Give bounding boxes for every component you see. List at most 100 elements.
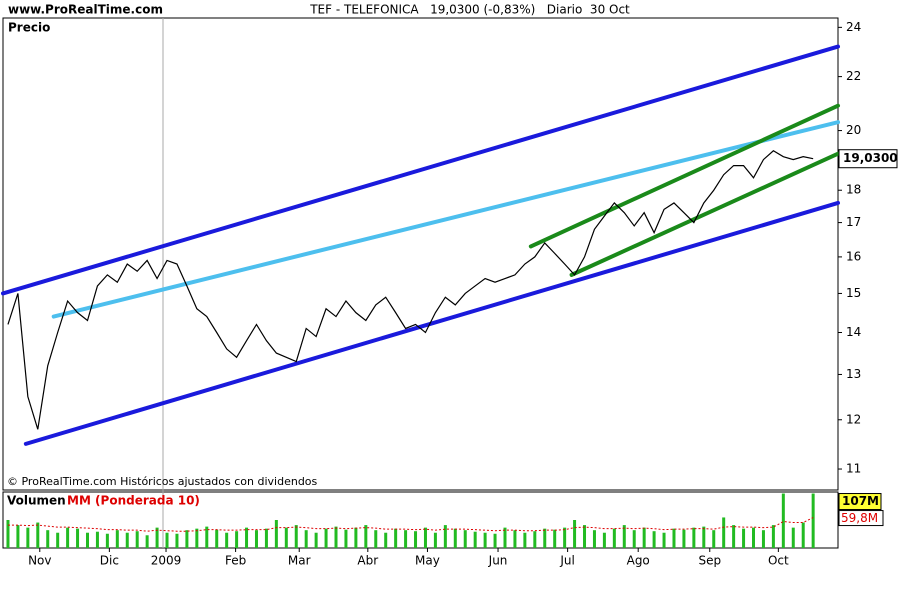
x-tick-label: Ago [627, 554, 650, 568]
volume-bar [374, 530, 378, 548]
volume-bar [264, 528, 268, 548]
volume-bar [225, 532, 229, 548]
volume-panel [2, 491, 839, 549]
price-line [7, 150, 814, 430]
trend-line [23, 200, 840, 446]
site: www.ProRealTime.com [8, 3, 163, 17]
volume-bar [592, 530, 596, 548]
volume-bar [274, 520, 278, 548]
trend-line [569, 151, 840, 277]
volume-bar [612, 528, 616, 548]
volume-bar [503, 527, 507, 548]
volume-bar [553, 529, 557, 548]
y-tick-label: 17 [846, 215, 861, 229]
x-tick-label: Jul [559, 554, 574, 568]
volume-bar [245, 527, 249, 548]
ma-last-box [838, 510, 884, 527]
volume-bar [294, 525, 298, 548]
volume-bar [16, 525, 20, 548]
volume-bar [66, 527, 70, 548]
volume-bar [394, 528, 398, 548]
volume-max-box [838, 493, 882, 511]
x-tick-label: Nov [28, 554, 51, 568]
volume-label: Volumen [7, 494, 66, 508]
volume-bar [781, 493, 785, 548]
trend-line [51, 120, 840, 319]
volume-bar [722, 517, 726, 548]
volume-bar [334, 526, 338, 548]
volume-bar [533, 531, 537, 548]
volume-bar [652, 531, 656, 548]
volume-bar [205, 526, 209, 548]
volume-bar [36, 522, 40, 548]
volume-bar [95, 531, 99, 548]
volume-bar [185, 530, 189, 548]
last-price-label: 19,0300 [843, 151, 898, 165]
volume-bar [384, 532, 388, 548]
x-tick-label: Sep [698, 554, 721, 568]
volume-bar [453, 528, 457, 548]
volume-bar [692, 527, 696, 548]
volume-bar [791, 527, 795, 548]
volume-bar [642, 527, 646, 548]
volume-bar [602, 532, 606, 548]
y-tick-label: 20 [846, 123, 861, 137]
volume-bar [364, 525, 368, 548]
volume-bar [115, 530, 119, 548]
volume-bar [513, 530, 517, 548]
y-tick-label: 14 [846, 325, 861, 339]
volume-bar [105, 533, 109, 548]
y-tick-label: 18 [846, 183, 861, 197]
volume-bar [314, 532, 318, 548]
volume-bar [632, 530, 636, 548]
last-price-box [838, 149, 898, 169]
volume-bar [155, 527, 159, 548]
volume-bar [235, 531, 239, 548]
y-tick-label: 22 [846, 69, 861, 83]
volume-bar [6, 520, 10, 548]
volume-bar [324, 528, 328, 548]
volume-bar [771, 525, 775, 548]
volume-bar [752, 527, 756, 548]
volume-bar [56, 532, 60, 548]
volume-bar [443, 525, 447, 548]
volume-bar [284, 527, 288, 548]
volume-bar [732, 525, 736, 548]
volume-bar [414, 531, 418, 548]
y-tick-label: 15 [846, 286, 861, 300]
ma-last-label: 59,8M [841, 511, 878, 525]
x-tick-label: Feb [225, 554, 246, 568]
volume-ma [7, 517, 814, 532]
panel-label: Precio [8, 21, 50, 35]
volume-bar [483, 532, 487, 548]
volume-bar [463, 530, 467, 548]
y-tick-label: 11 [846, 462, 861, 476]
footer: © ProRealTime.com Históricos ajustados c… [7, 475, 318, 488]
header: TEF - TELEFONICA 19,0300 (-0,83%) Diario… [309, 3, 630, 17]
volume-bar [543, 528, 547, 548]
volume-bar [125, 532, 129, 548]
volume-bar [672, 528, 676, 548]
volume-bar [46, 530, 50, 548]
volume-bar [175, 533, 179, 548]
volume-bar [85, 532, 89, 548]
y-tick-label: 24 [846, 20, 861, 34]
volume-bar [702, 526, 706, 548]
volume-bar [433, 532, 437, 548]
volume-bar [473, 531, 477, 548]
volume-bar [254, 530, 258, 548]
ma-label: MM (Ponderada 10) [67, 494, 200, 508]
volume-bar [76, 528, 80, 548]
volume-bar [811, 493, 815, 548]
x-tick-label: Oct [768, 554, 789, 568]
volume-bar [145, 535, 149, 548]
volume-bar [423, 527, 427, 548]
trend-line [1, 44, 840, 296]
y-tick-label: 12 [846, 412, 861, 426]
volume-bar [712, 530, 716, 548]
volume-bar [682, 529, 686, 548]
volume-bar [304, 530, 308, 548]
x-tick-label: Abr [357, 554, 378, 568]
